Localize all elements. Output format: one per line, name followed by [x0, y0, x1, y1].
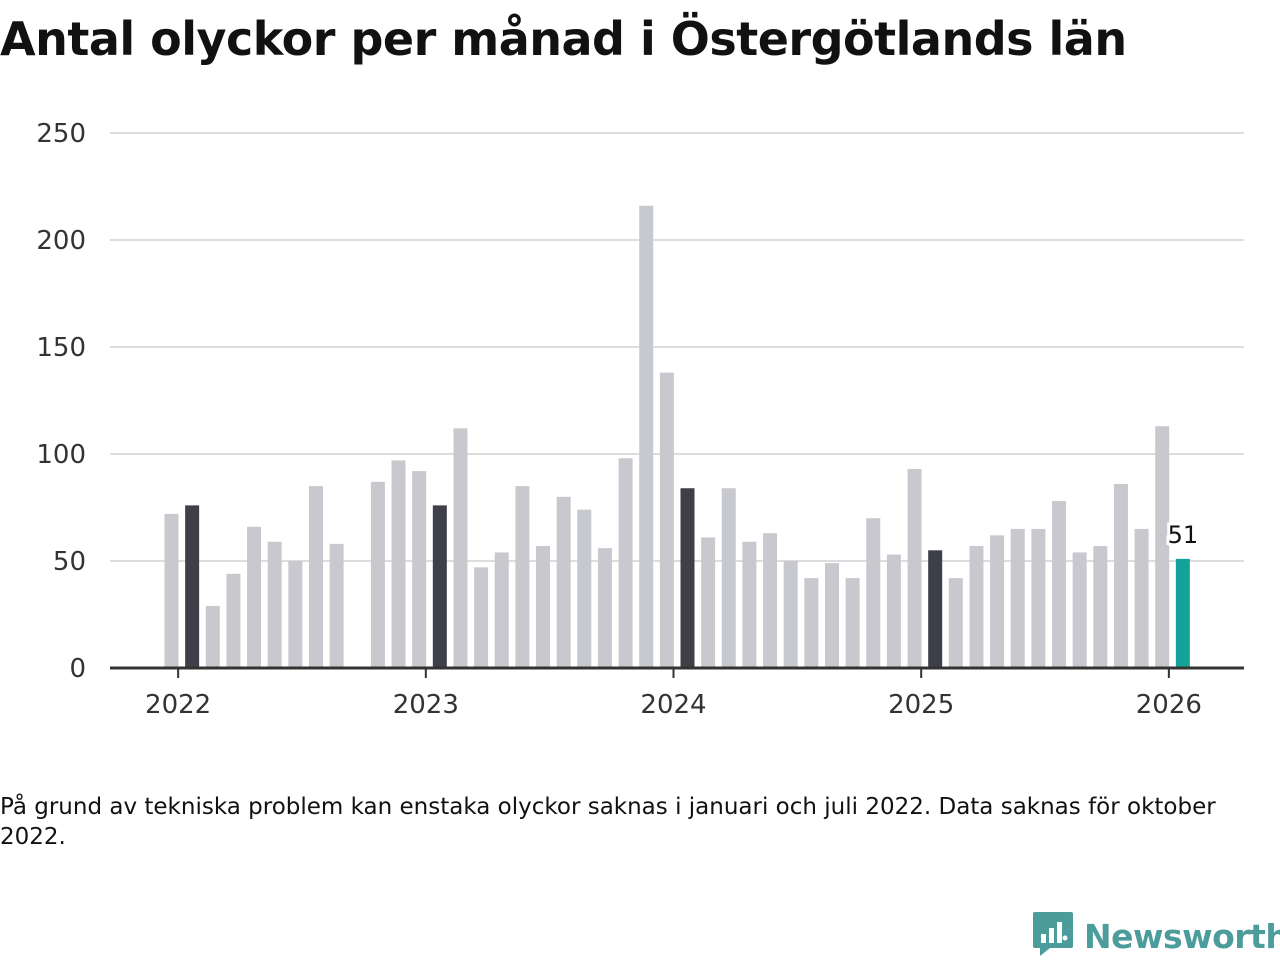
footnote: På grund av tekniska problem kan enstaka…	[0, 794, 1216, 850]
bar-2025-11	[1134, 528, 1149, 668]
bar-chart: 0 50 100 150 200 250 2022 2023 2024 2025 2026 51	[36, 119, 1244, 720]
chart-title: Antal olyckor per månad i Östergötlands …	[0, 12, 1127, 66]
bar-2023-05	[515, 486, 530, 668]
bar-2022-08	[329, 543, 344, 668]
y-axis-ticks: 0 50 100 150 200 250	[36, 119, 86, 684]
y-tick-label: 150	[36, 333, 86, 363]
y-tick-label: 100	[36, 440, 86, 470]
x-tick-label: 2022	[145, 690, 211, 720]
brand-name: Newsworthy	[1084, 916, 1280, 956]
bar-2023-09	[597, 548, 612, 668]
y-tick-label: 0	[69, 654, 86, 684]
bar-2023-03	[474, 567, 489, 668]
bar-2022-01	[185, 505, 200, 668]
bar-2024-04	[742, 541, 757, 668]
newsworthy-logo-icon	[1032, 910, 1074, 962]
bar-2025-04	[990, 535, 1005, 668]
y-tick-label: 50	[53, 547, 86, 577]
y-tick-label: 250	[36, 119, 86, 149]
bar-2025-08	[1072, 552, 1087, 668]
bar-2023-04	[494, 552, 509, 668]
x-axis: 2022 2023 2024 2025 2026	[110, 666, 1244, 720]
bar-2024-07	[804, 578, 819, 668]
bar-2025-07	[1052, 501, 1067, 668]
bar-2021-12	[164, 513, 179, 668]
bar-2024-03	[721, 488, 736, 668]
bar-2024-11	[886, 554, 901, 668]
bar-2024-06	[783, 561, 798, 668]
bar-2022-11	[391, 460, 406, 668]
bar-2023-08	[577, 509, 592, 668]
bar-2024-01	[680, 488, 695, 668]
bar-2022-04	[247, 526, 262, 668]
bar-2025-12	[1155, 426, 1170, 668]
bar-2025-02	[948, 578, 963, 668]
bar-2024-10	[866, 518, 881, 668]
bar-2025-05	[1010, 528, 1025, 668]
bar-2025-09	[1093, 546, 1108, 668]
bar-2025-01	[928, 550, 943, 668]
bar-2022-03	[226, 573, 241, 668]
bar-2022-06	[288, 561, 303, 668]
gridlines	[110, 132, 1244, 562]
bar-2025-10	[1113, 483, 1128, 668]
bar-2024-02	[701, 537, 716, 668]
x-tick-label: 2024	[640, 690, 706, 720]
x-tick-label: 2023	[393, 690, 459, 720]
bar-2023-10	[618, 458, 633, 668]
x-tick-label: 2026	[1136, 690, 1202, 720]
bar-2022-07	[308, 486, 323, 668]
bar-2022-05	[267, 541, 282, 668]
brand-logo[interactable]: Newsworthy	[1032, 910, 1280, 962]
bar-2022-10	[370, 481, 385, 668]
bar-2025-03	[969, 546, 984, 668]
bar-2023-02	[453, 428, 468, 668]
bar-2024-09	[845, 578, 860, 668]
y-tick-label: 200	[36, 226, 86, 256]
bar-2023-01	[432, 505, 447, 668]
bar-2023-07	[556, 496, 571, 668]
bar-2023-06	[536, 546, 551, 668]
bar-2022-02	[205, 605, 220, 668]
bar-2023-12	[659, 372, 674, 668]
bars	[164, 205, 1190, 668]
bar-2024-05	[763, 533, 778, 668]
bar-2025-06	[1031, 528, 1046, 668]
value-label-latest: 51	[1168, 521, 1199, 549]
bar-2026-01	[1175, 558, 1190, 668]
bar-2024-08	[824, 563, 839, 668]
bar-2024-12	[907, 468, 922, 668]
bar-2023-11	[639, 205, 654, 668]
bar-2022-12	[412, 471, 427, 668]
x-tick-label: 2025	[888, 690, 954, 720]
value-labels: 51	[1165, 518, 1202, 552]
